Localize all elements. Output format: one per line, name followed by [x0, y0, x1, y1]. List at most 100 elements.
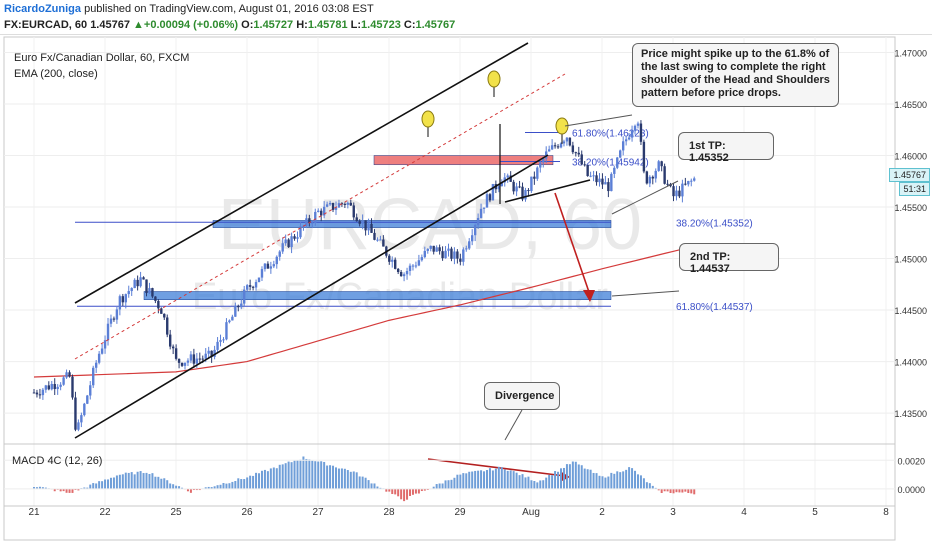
candle-body [352, 205, 355, 218]
macd-bar [536, 482, 539, 489]
macd-bar [480, 470, 483, 489]
candle-body [317, 210, 320, 212]
candle-body [559, 143, 563, 148]
macd-bar [86, 487, 89, 489]
macd-bar [690, 488, 693, 494]
candle-body [553, 145, 557, 147]
candle-body [177, 358, 181, 363]
candle-body [610, 173, 613, 192]
fib-level-label: 61.80%(1.44537) [676, 302, 753, 313]
candle-body [328, 202, 332, 205]
candle-body [225, 322, 228, 340]
candle-body [512, 181, 515, 192]
candle-body [539, 162, 542, 168]
symbol-quote: FX:EURCAD, 60 1.45767 ▲+0.00094 (+0.06%)… [4, 19, 455, 31]
candle-body [115, 309, 119, 320]
candle-body [157, 300, 160, 309]
candle-body [545, 151, 548, 159]
macd-bar [388, 488, 391, 492]
second-tp-zone [143, 291, 612, 300]
candle-body [308, 218, 311, 223]
macd-bar [364, 477, 367, 489]
channel-lower [74, 154, 549, 439]
macd-bar [139, 471, 142, 489]
macd-bar [444, 480, 447, 489]
candle-body [151, 288, 154, 297]
macd-bar [186, 488, 189, 492]
macd-bar [506, 470, 509, 489]
candle-body [577, 152, 580, 155]
macd-bar [151, 473, 154, 489]
macd-bar [684, 488, 687, 492]
macd-bar [142, 473, 145, 489]
candle-body [518, 186, 521, 188]
macd-bar [678, 488, 681, 493]
candle-body [479, 208, 483, 218]
candle-body [414, 265, 418, 267]
macd-bar [441, 483, 444, 489]
macd-bar [207, 486, 210, 489]
macd-bar [598, 475, 601, 489]
drop-arrow-line [554, 192, 591, 296]
macd-bar [400, 488, 403, 500]
macd-bar [219, 484, 222, 489]
candle-body [459, 258, 462, 262]
candle-body [491, 184, 495, 201]
macd-bar [465, 473, 468, 489]
y-tick-label: 1.44000 [894, 358, 927, 368]
author-link[interactable]: RicardoZuniga [4, 3, 82, 15]
candle-body [237, 305, 240, 308]
candle-body [500, 182, 503, 187]
candle-body [556, 146, 560, 148]
candle-body [462, 249, 465, 262]
candle-body [465, 248, 468, 250]
candle-body [278, 251, 281, 257]
x-tick-label: 29 [454, 507, 466, 518]
candle-body [373, 232, 376, 240]
macd-bar [77, 488, 80, 491]
x-tick-label: Aug [522, 507, 540, 518]
candle-body [654, 170, 657, 179]
macd-bar [263, 469, 266, 489]
candle-body [83, 403, 86, 416]
candle-body [189, 354, 193, 361]
macd-bar [284, 463, 287, 489]
current-price-tag: 1.45767 [889, 168, 930, 182]
candle-body [509, 175, 512, 182]
shoulder-marker [487, 70, 501, 88]
time-axis: 21 22 25 26 27 28 29 Aug 2 3 4 5 8 [28, 507, 889, 518]
fib-level-label: 61.80%(1.46223) [572, 129, 649, 140]
candle-body [601, 178, 604, 185]
candle-body [92, 367, 95, 386]
macd-bar [542, 480, 545, 489]
candle-body [624, 139, 628, 142]
macd-bar [343, 468, 346, 489]
candle-body [269, 266, 273, 269]
macd-bar [497, 466, 500, 489]
candle-body [213, 349, 216, 357]
first-tp-zone [212, 220, 612, 228]
macd-bar [172, 484, 175, 489]
candle-body [201, 358, 204, 360]
macd-bar [255, 472, 258, 489]
price-change: ▲+0.00094 (+0.06%) [133, 19, 239, 31]
candle-body [607, 182, 610, 192]
x-tick-label: 26 [241, 507, 253, 518]
low-value: 1.45723 [361, 19, 401, 31]
macd-bar [204, 487, 207, 489]
candle-body [171, 346, 175, 349]
chart-canvas[interactable]: EURCAD, 60 Euro Fx/Canadian Dollar 61.80… [0, 34, 932, 550]
macd-bar [420, 488, 423, 492]
macd-bar [89, 484, 92, 489]
macd-bar [35, 487, 38, 489]
macd-bar [530, 480, 533, 489]
candle-body [675, 190, 678, 197]
macd-bar [358, 476, 361, 489]
candle-body [589, 175, 592, 177]
macd-bar [675, 488, 678, 493]
macd-bar [524, 477, 527, 489]
candle-body [130, 288, 133, 292]
candle-body [204, 353, 207, 359]
candle-body [124, 294, 127, 303]
macd-bar [349, 471, 352, 489]
